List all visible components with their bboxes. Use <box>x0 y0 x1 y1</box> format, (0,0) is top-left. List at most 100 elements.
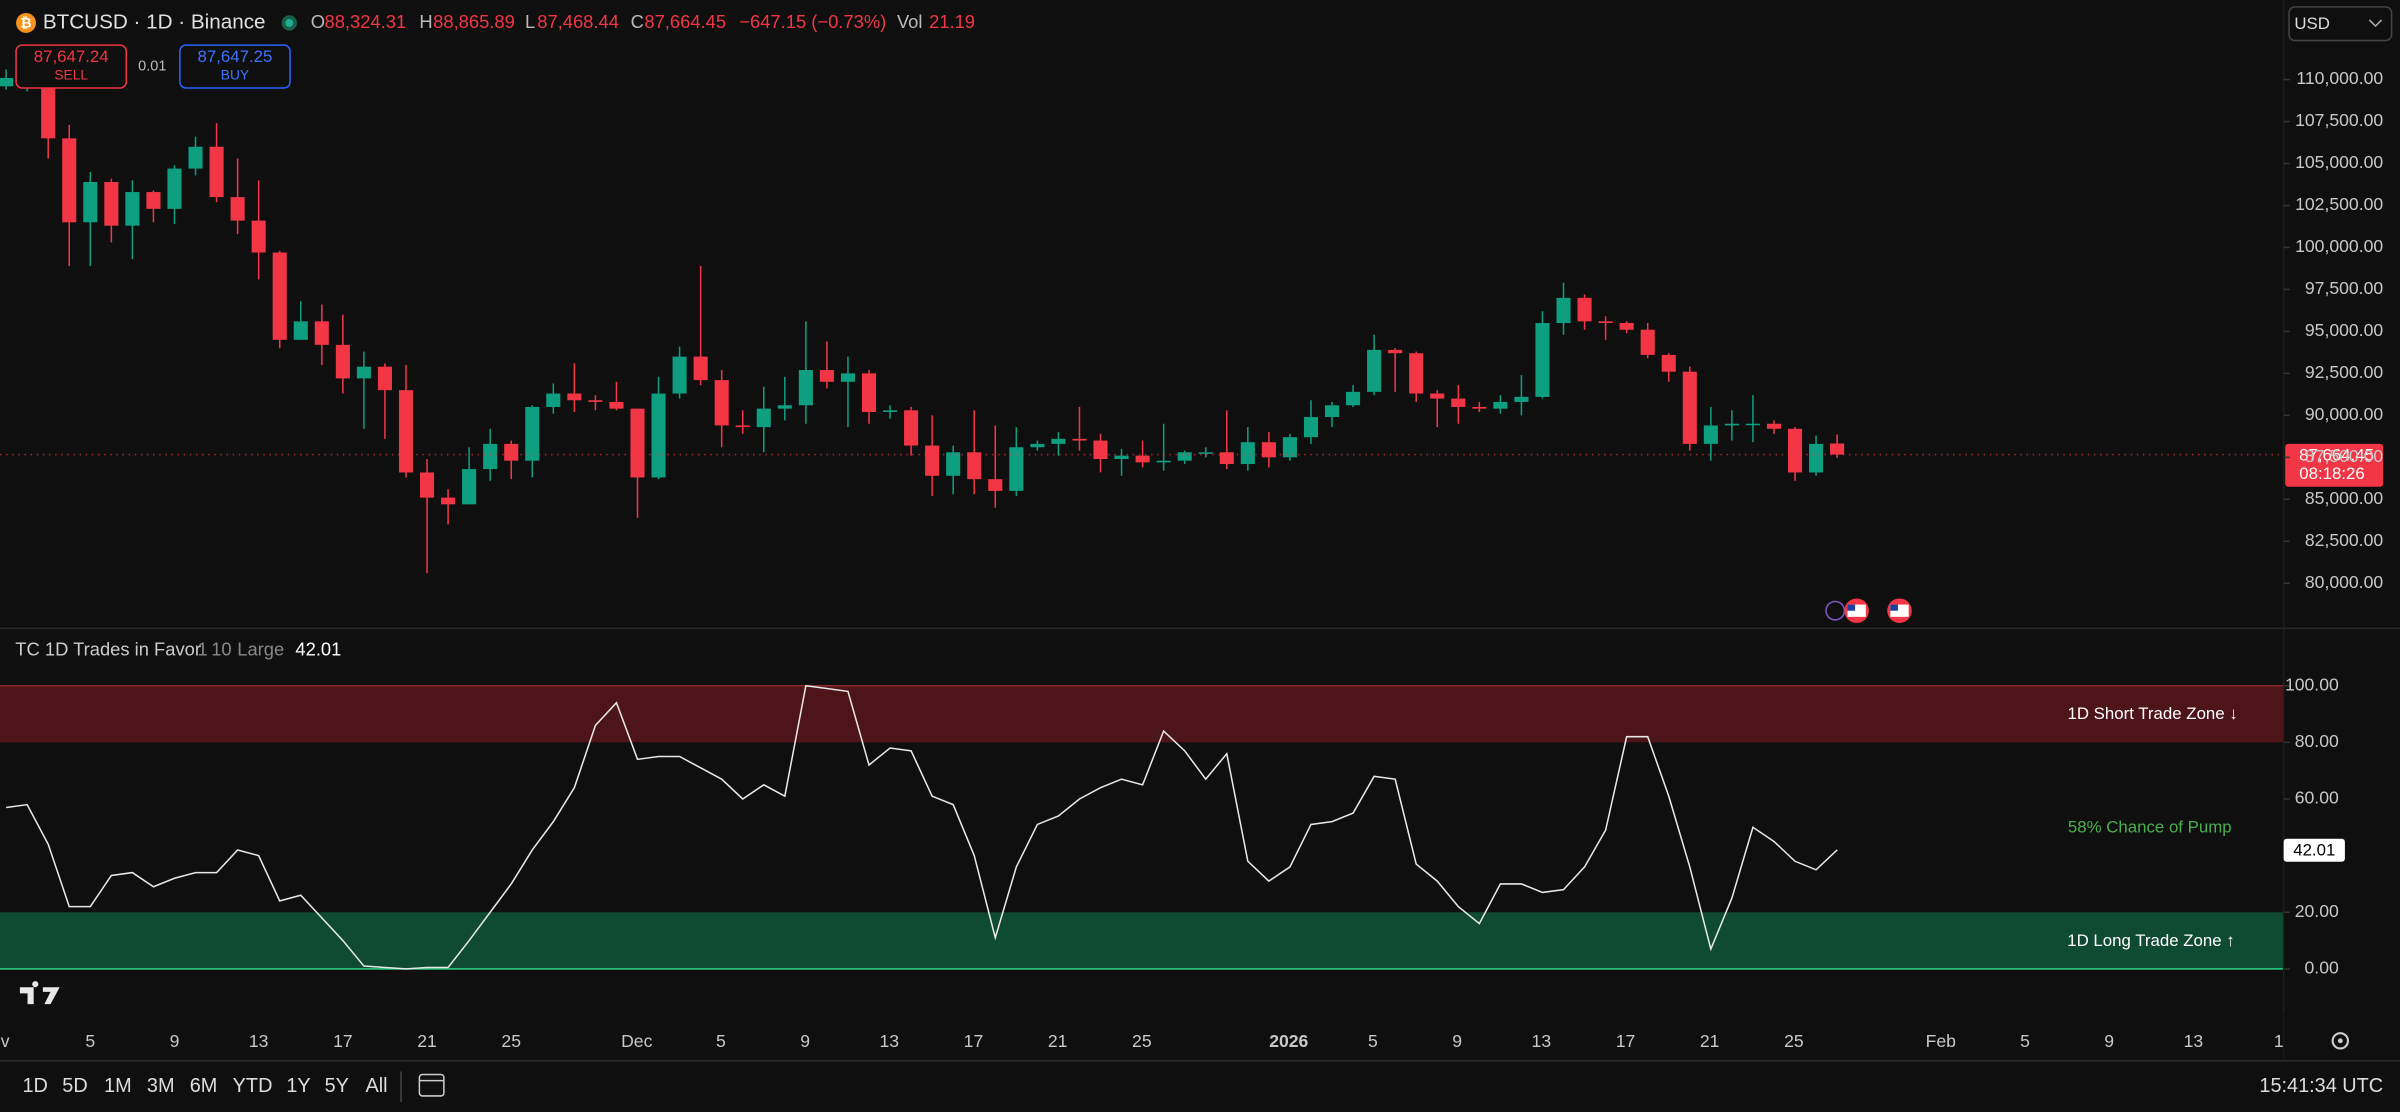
candle-body <box>1072 438 1087 441</box>
market-status-dot <box>285 18 294 27</box>
settings-icon[interactable] <box>2331 1032 2350 1050</box>
clock: 15:41:34 UTC <box>2259 1075 2383 1097</box>
long-zone <box>0 912 2284 969</box>
candle-body <box>798 370 813 406</box>
last-price: 87,664.45 <box>2299 446 2374 465</box>
candle-body <box>777 405 792 409</box>
candle-body <box>861 373 877 412</box>
candle-body <box>1577 297 1592 322</box>
axis-corner <box>2283 1013 2400 1060</box>
indicator-param: 10 <box>211 638 231 659</box>
candle-body <box>1809 443 1824 473</box>
middle-label: 58% Chance of Pump <box>2068 818 2232 837</box>
y-tick-label: 82,500.00 <box>2305 530 2383 550</box>
candle-body <box>293 321 308 340</box>
indicator-param: Large <box>237 638 284 659</box>
x-tick-label: 25 <box>501 1031 521 1051</box>
zones <box>0 684 2284 970</box>
sell-label[interactable]: SELL <box>54 67 88 82</box>
currency[interactable]: USD <box>2294 14 2330 33</box>
y-tick-label: 80.00 <box>2295 731 2339 751</box>
x-tick-label: 9 <box>2104 1031 2114 1051</box>
candle-body <box>104 182 119 226</box>
candle-body <box>125 192 140 226</box>
candle-body <box>1219 452 1234 465</box>
y-tick-label: 85,000.00 <box>2305 488 2383 508</box>
buy-label[interactable]: BUY <box>221 67 249 82</box>
x-tick-label: 9 <box>170 1031 180 1051</box>
x-tick-label: Nov <box>0 1031 10 1051</box>
range-button[interactable]: YTD <box>233 1075 273 1097</box>
sell-button[interactable] <box>15 44 128 89</box>
candle-body <box>1556 297 1571 324</box>
candle-body <box>1324 405 1340 418</box>
candle-body <box>1282 437 1297 458</box>
buy-button[interactable] <box>179 44 291 89</box>
range-button[interactable]: 6M <box>190 1075 218 1097</box>
y-tick-label: 107,500.00 <box>2295 110 2383 130</box>
logo <box>19 981 60 1005</box>
settings-dot <box>2337 1038 2343 1044</box>
y-tick-label: 100,000.00 <box>2295 236 2383 256</box>
candle-body <box>146 192 161 209</box>
candle-body <box>1198 452 1213 454</box>
candle-body <box>1493 401 1508 409</box>
candle-body <box>1135 455 1150 463</box>
ohlc-value: 88,324.31 <box>324 11 406 32</box>
candle-body <box>377 366 392 391</box>
range-button[interactable]: 1D <box>22 1075 47 1097</box>
ohlc-value: 87,664.45 <box>644 11 726 32</box>
candle-body <box>693 356 708 381</box>
ohlc-key: O <box>311 11 325 32</box>
x-tick-label: 21 <box>1700 1031 1720 1051</box>
candle-body <box>1640 329 1655 355</box>
candle-body <box>735 425 750 428</box>
candle-body <box>819 370 834 382</box>
chevron <box>2368 19 2383 28</box>
candle-body <box>1745 423 1760 426</box>
indicator-param: 1 <box>197 638 207 659</box>
ohlc-value: 88,865.89 <box>433 11 515 32</box>
candle-body <box>1703 425 1718 444</box>
candle-body <box>946 452 961 476</box>
candle-body <box>1830 443 1845 455</box>
range-button[interactable]: All <box>365 1075 387 1097</box>
x-tick-label: 21 <box>417 1031 437 1051</box>
x-tick-label: 5 <box>716 1031 726 1051</box>
x-tick-label: 9 <box>800 1031 810 1051</box>
candle-body <box>967 452 982 480</box>
y-tick-label: 60.00 <box>2295 788 2339 808</box>
candle-body <box>672 356 687 394</box>
candle-body <box>1766 423 1782 429</box>
spread: 0.01 <box>138 58 166 74</box>
x-tick-label: 17 <box>1616 1031 1636 1051</box>
candle-body <box>441 497 456 505</box>
candle-body <box>335 344 350 379</box>
calendar-icon[interactable] <box>418 1073 445 1097</box>
candle-body <box>567 393 582 401</box>
x-tick-label: Feb <box>1926 1031 1957 1051</box>
candle-body <box>714 380 729 426</box>
buy-price[interactable]: 87,647.25 <box>198 47 273 66</box>
x-tick-label: 13 <box>1532 1031 1552 1051</box>
candle-body <box>0 77 14 87</box>
x-tick-label: Dec <box>621 1031 652 1051</box>
x-tick-label: 25 <box>1784 1031 1804 1051</box>
currency-select[interactable] <box>2288 6 2393 42</box>
candle-body <box>988 479 1003 491</box>
candle-body <box>1114 455 1129 460</box>
candle-body <box>1156 460 1171 463</box>
symbol[interactable]: BTCUSD · 1D · Binance <box>43 10 266 33</box>
range-button[interactable]: 3M <box>147 1075 175 1097</box>
candle-body <box>356 366 371 379</box>
y-tick-label: 20.00 <box>2295 901 2339 921</box>
range-button[interactable]: 5Y <box>325 1075 349 1097</box>
range-button[interactable]: 1M <box>104 1075 132 1097</box>
range-button[interactable]: 5D <box>62 1075 87 1097</box>
sell-price[interactable]: 87,647.24 <box>34 47 109 66</box>
candle-body <box>167 168 182 209</box>
candle-body <box>1240 442 1255 465</box>
candle-body <box>651 393 666 478</box>
last-price-box <box>2285 443 2384 487</box>
range-button[interactable]: 1Y <box>286 1075 310 1097</box>
